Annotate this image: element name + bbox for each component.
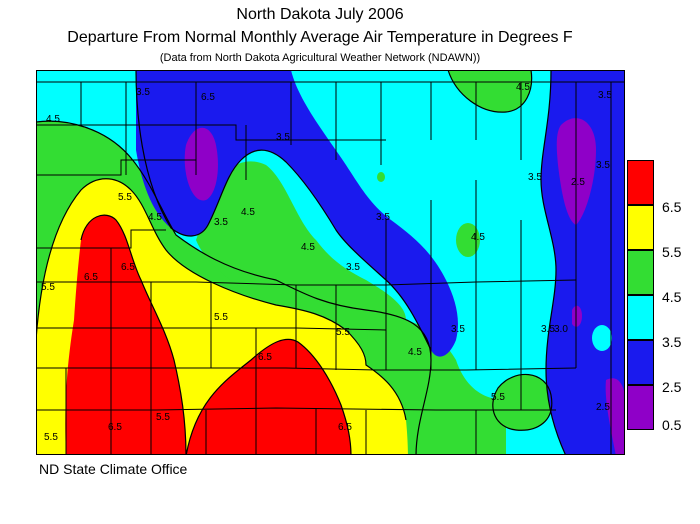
contour-label: 3.5 [346,262,360,273]
temperature-departure-map: 4.5 3.5 5.5 4.5 3.5 5.5 6.5 5.5 6.5 4.5 … [36,70,625,455]
contour-label: 3.5 [451,324,465,335]
band-0-5-southeast [605,378,625,455]
contour-label: 3.5 [376,212,390,223]
contour-label: 4.5 [516,82,530,93]
legend-swatch [627,250,654,295]
contour-label: 5.5 [44,432,58,443]
contour-label: 4.5 [46,114,60,125]
county-boundaries [36,81,625,455]
band-2-5-north [136,70,458,357]
data-source-note: (Data from North Dakota Agricultural Wea… [159,52,481,64]
credit-text: ND State Climate Office [39,461,188,477]
legend-label: 6.5 [662,199,682,215]
contour-label: 5.5 [156,412,170,423]
contour-label: 5.5 [41,282,55,293]
contour-label: 4.5 [148,212,162,223]
contour-labels: 4.5 3.5 5.5 4.5 3.5 5.5 6.5 5.5 6.5 4.5 … [41,82,612,443]
contour-label: 3.5 [598,90,612,101]
contour-label: 6.5 [338,422,352,433]
map-subtitle: Departure From Normal Monthly Average Ai… [67,29,573,46]
band-0-5-east-small [572,305,582,327]
contour-label: 3.0 [554,324,568,335]
map-border [36,70,625,455]
contour-label: 5.5 [491,392,505,403]
band-4-5-northeast [448,70,532,113]
contour-label: 4.5 [301,242,315,253]
legend-label: 4.5 [662,289,682,305]
contour-label: 2.5 [596,402,610,413]
legend-label: 3.5 [662,334,682,350]
legend-swatch [627,160,654,205]
band-4-5-blob [456,223,480,257]
legend-swatch [627,205,654,250]
contour-label: 6.5 [201,92,215,103]
contour-label: 6.5 [108,422,122,433]
contour-label: 5.5 [118,192,132,203]
contour-label: 3.5 [596,160,610,171]
band-6-5-west [65,215,186,455]
contour-label: 4.5 [241,207,255,218]
contour-label: 4.5 [471,232,485,243]
legend-label: 5.5 [662,244,682,260]
legend-label: 2.5 [662,379,682,395]
band-4-5-central [196,161,406,350]
contour-label: 5.5 [336,327,350,338]
contour-label: 2.5 [571,177,585,188]
color-legend: 6.5 5.5 4.5 3.5 2.5 0.5 [627,160,691,433]
contour-label: 6.5 [258,352,272,363]
legend-swatch [627,385,654,430]
contour-label: 3.5 [541,324,555,335]
contour-label: 3.5 [136,87,150,98]
contour-label: 5.5 [214,312,228,323]
contour-label: 3.5 [214,217,228,228]
legend-swatch [627,340,654,385]
contour-label: 3.5 [276,132,290,143]
band-3-5-blob [592,325,612,351]
map-title: North Dakota July 2006 [236,6,404,23]
contour-label: 4.5 [408,347,422,358]
band-0-5-northcentral [184,127,218,201]
legend-label: 0.5 [662,417,682,433]
legend-swatch [627,295,654,340]
contour-label: 6.5 [84,272,98,283]
band-4-5-southeast [492,374,552,431]
band-4-5-dot [377,172,385,182]
contour-label: 3.5 [528,172,542,183]
contour-label: 6.5 [121,262,135,273]
